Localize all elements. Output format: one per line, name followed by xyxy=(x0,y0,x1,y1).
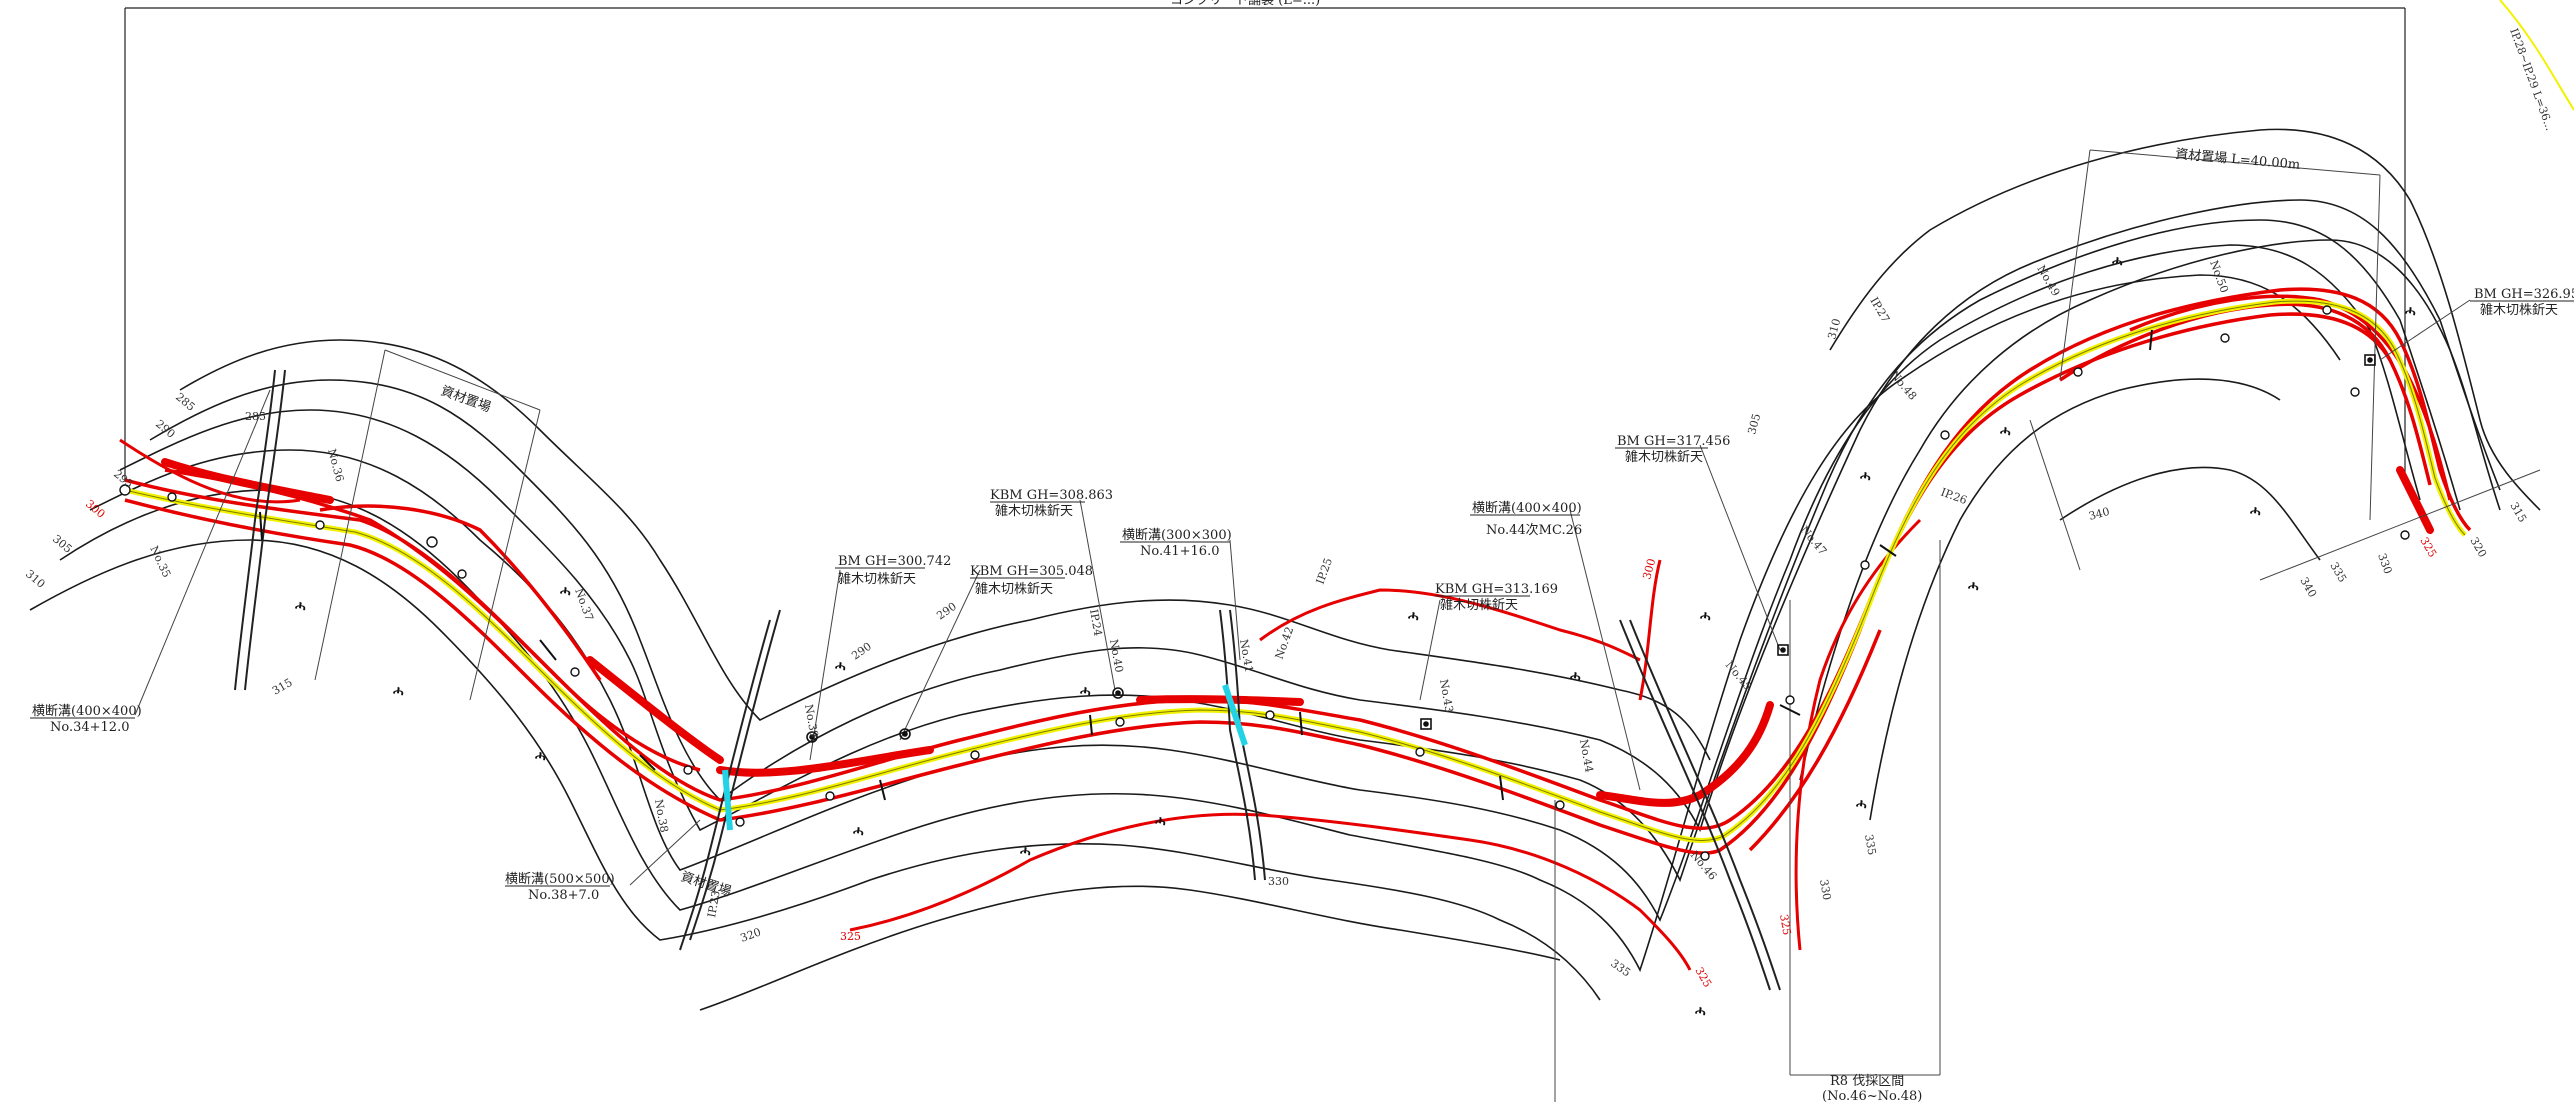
contour-label: 330 xyxy=(1817,878,1833,901)
svg-text:ሓ: ሓ xyxy=(2112,254,2123,269)
svg-text:ሓ: ሓ xyxy=(1020,844,1031,859)
contour-label: 340 xyxy=(2297,575,2319,600)
felling-range-label: (No.46~No.48) xyxy=(1822,1089,1922,1102)
svg-text:ሓ: ሓ xyxy=(835,659,846,674)
drain3-sub: No.41+16.0 xyxy=(1140,544,1220,559)
svg-text:ሓ: ሓ xyxy=(1860,469,1871,484)
ip-label: IP.24 xyxy=(1087,608,1104,637)
drain4-title: 横断溝(400×400) xyxy=(1472,501,1582,516)
felling-section-label: R8 伐採区間 xyxy=(1830,1074,1904,1089)
svg-text:ሓ: ሓ xyxy=(1695,1004,1706,1019)
drain3-title: 横断溝(300×300) xyxy=(1122,528,1232,543)
contour-label: 285 xyxy=(173,390,197,413)
drain2-sub: No.38+7.0 xyxy=(528,888,599,903)
svg-text:ሓ: ሓ xyxy=(1570,669,1581,684)
contour-label: 290 xyxy=(934,600,959,623)
svg-text:ሓ: ሓ xyxy=(2000,424,2011,439)
svg-text:ሓ: ሓ xyxy=(295,599,306,614)
kbm2-title: KBM GH=308.863 xyxy=(990,488,1113,503)
svg-text:ሓ: ሓ xyxy=(2405,304,2416,319)
top-dimension-frame xyxy=(125,8,2405,480)
red-contour-lines xyxy=(120,440,1920,970)
svg-text:ሓ: ሓ xyxy=(560,584,571,599)
svg-text:ሓ: ሓ xyxy=(1408,609,1419,624)
drain1-title: 横断溝(400×400) xyxy=(32,704,142,719)
station-label: No.47 xyxy=(1798,524,1830,558)
svg-text:ሓ: ሓ xyxy=(1080,684,1091,699)
drain2-title: 横断溝(500×500) xyxy=(505,872,615,887)
contour-label: 310 xyxy=(23,567,47,590)
svg-text:ሓ: ሓ xyxy=(853,824,864,839)
contour-label: 320 xyxy=(2467,535,2489,560)
contour-label: 335 xyxy=(1862,833,1878,856)
kbm3-sub: 雑木切株釿天 xyxy=(1440,597,1518,613)
svg-text:ሓ: ሓ xyxy=(1700,609,1711,624)
kbm1-sub: 雑木切株釿天 xyxy=(975,581,1053,597)
storage-area-label-2: 資材置場 xyxy=(679,870,733,900)
contour-label: 340 xyxy=(2087,505,2111,523)
contour-label: 300 xyxy=(83,497,107,520)
contour-label: 315 xyxy=(2507,500,2529,525)
contour-label: 330 xyxy=(1268,875,1289,888)
svg-text:ሓ: ሓ xyxy=(393,684,404,699)
top-caption: コンクリート舗装 (L=...) xyxy=(1170,0,1320,8)
ip-label: IP.26 xyxy=(1939,486,1969,507)
contour-label: 330 xyxy=(2375,552,2394,576)
bm3-sub: 雑木切株釿天 xyxy=(2480,302,2558,318)
station-label: No.38 xyxy=(652,798,671,833)
kbm1-title: KBM GH=305.048 xyxy=(970,564,1093,579)
contour-label: 335 xyxy=(1608,957,1633,980)
station-label: No.44 xyxy=(1577,738,1596,773)
bm3-title: BM GH=326.951 xyxy=(2474,287,2574,302)
kbm2-sub: 雑木切株釿天 xyxy=(995,503,1073,519)
svg-text:ሓ: ሓ xyxy=(535,749,546,764)
storage-area-label-3: 資材置場 L=40.00m xyxy=(2175,147,2301,173)
svg-text:ሓ: ሓ xyxy=(1155,814,1166,829)
road-centerline xyxy=(125,301,2465,840)
svg-text:ሓ: ሓ xyxy=(2250,504,2261,519)
station-label: No.35 xyxy=(147,544,173,580)
station-label: No.41 xyxy=(1237,638,1256,673)
svg-text:ሓ: ሓ xyxy=(1856,797,1867,812)
contour-label: 315 xyxy=(270,676,295,698)
contour-label: 325 xyxy=(840,930,861,943)
contour-label: 290 xyxy=(849,640,874,663)
contour-label: 325 xyxy=(2417,535,2439,560)
ip-labels: IP.23 IP.24 IP.25 IP.26 IP.27 xyxy=(705,295,1969,919)
contour-label: 290 xyxy=(153,417,177,440)
drain1-sub: No.34+12.0 xyxy=(50,720,130,735)
bm1-sub: 雑木切株釿天 xyxy=(838,571,916,587)
kbm3-title: KBM GH=313.169 xyxy=(1435,582,1558,597)
label-underlines xyxy=(30,301,2574,886)
ip-label: IP.27 xyxy=(1867,295,1892,325)
contour-label: 325 xyxy=(1777,913,1793,936)
station-label: No.37 xyxy=(572,587,596,623)
ip-label: IP.23 xyxy=(705,890,722,919)
tree-symbols: ሓ ሓ ሓ ሓ ሓ ሓ ሓ ሓ ሓ ሓ ሓ ሓ ሓ ሓ ሓ ሓ ሓ ሓ ሓ ሓ xyxy=(295,254,2416,1019)
bm1-title: BM GH=300.742 xyxy=(838,554,951,569)
stream-lines xyxy=(235,370,1780,990)
road-edges xyxy=(125,289,2470,853)
bm2-title: BM GH=317.456 xyxy=(1617,434,1730,449)
contour-label: 305 xyxy=(1745,412,1763,436)
svg-text:ሓ: ሓ xyxy=(1968,579,1979,594)
drain4-sub: No.44次MC.26 xyxy=(1486,522,1582,538)
station-label: No.40 xyxy=(1107,638,1126,673)
station-label: No.36 xyxy=(325,447,346,483)
road-centerline-stroke xyxy=(125,301,2465,840)
ip-label: IP.25 xyxy=(1314,556,1335,586)
contour-label: 310 xyxy=(1825,317,1843,341)
contour-label: 335 xyxy=(2327,560,2349,585)
contour-label: 295 xyxy=(111,467,135,490)
contour-label: 320 xyxy=(739,925,763,944)
station-label: No.49 xyxy=(2034,263,2062,299)
contour-label: 285 xyxy=(245,410,266,423)
bm2-sub: 雑木切株釿天 xyxy=(1625,449,1703,465)
contour-label: 325 xyxy=(1692,965,1714,990)
station-label: No.43 xyxy=(1437,678,1456,713)
